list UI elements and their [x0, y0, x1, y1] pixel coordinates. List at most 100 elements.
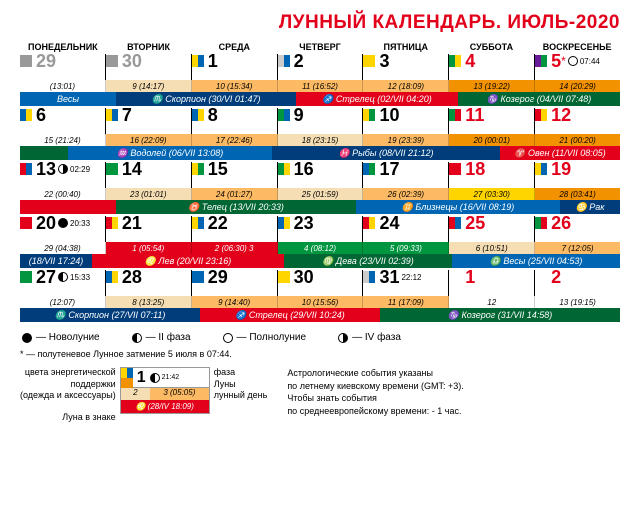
day-number: 23	[294, 214, 314, 232]
day-cell: 2	[535, 270, 620, 296]
day-number: 20	[36, 214, 56, 232]
lunar-day: 9 (14:40)	[192, 296, 278, 308]
zodiac-sign: Весы	[20, 92, 116, 106]
day-number: 22	[208, 214, 228, 232]
day-number: 25	[465, 214, 485, 232]
day-cell: 7	[106, 108, 192, 134]
day-cell: 28	[106, 270, 192, 296]
zodiac-sign: ♊ Близнецы (16/VII 08:19)	[356, 200, 560, 214]
day-number: 2	[551, 268, 561, 286]
weekday-label: СРЕДА	[191, 42, 277, 52]
day-cell: 19	[535, 162, 620, 188]
weekday-label: ВТОРНИК	[106, 42, 192, 52]
day-cell: 16	[278, 162, 364, 188]
lunar-day: 11 (16:52)	[278, 80, 364, 92]
weekday-label: СУББОТА	[449, 42, 535, 52]
day-cell: 22	[192, 216, 278, 242]
day-number: 15	[208, 160, 228, 178]
day-number: 29	[36, 52, 56, 70]
zodiac-sign: ♋ Рак	[560, 200, 620, 214]
lunar-day: 24 (01:27)	[192, 188, 278, 200]
day-cell: 5*07:44	[535, 54, 620, 80]
day-number: 1	[465, 268, 475, 286]
zodiac-row: ♉ Телец (13/VII 20:33)♊ Близнецы (16/VII…	[20, 200, 620, 214]
day-cell: 2020:33	[20, 216, 106, 242]
day-cell: 12	[535, 108, 620, 134]
day-cell: 6	[20, 108, 106, 134]
day-number: 5	[551, 52, 561, 70]
day-number: 27	[36, 268, 56, 286]
day-number: 17	[379, 160, 399, 178]
lunar-day: 19 (23:39)	[363, 134, 449, 146]
day-number: 11	[465, 106, 484, 124]
lunar-day: 22 (00:40)	[20, 188, 106, 200]
day-number: 6	[36, 106, 46, 124]
key-diagram: цвета энергетической поддержки (одежда и…	[20, 367, 267, 424]
day-number: 9	[294, 106, 304, 124]
day-cell: 2	[278, 54, 364, 80]
day-number: 30	[294, 268, 314, 286]
day-number: 28	[122, 268, 142, 286]
day-number: 31	[379, 268, 399, 286]
day-number: 30	[122, 52, 142, 70]
eclipse-note: * — полутеневое Лунное затмение 5 июля в…	[20, 349, 620, 359]
day-cell: 15	[192, 162, 278, 188]
lunar-day: 14 (20:29)	[535, 80, 620, 92]
day-number: 26	[551, 214, 571, 232]
day-number: 16	[294, 160, 314, 178]
day-cell: 17	[363, 162, 449, 188]
zodiac-row: (18/VII 17:24)♌ Лев (20/VII 23:16)♍ Дева…	[20, 254, 620, 268]
week-row: 678910111215 (21:24)16 (22:09)17 (22:46)…	[20, 108, 620, 160]
phase-legend-item: — IV фаза	[336, 332, 401, 343]
day-cell: 11	[449, 108, 535, 134]
lunar-day: 7 (12:05)	[535, 242, 620, 254]
day-number: 3	[379, 52, 389, 70]
lunar-day: (12:07)	[20, 296, 106, 308]
page-title: ЛУННЫЙ КАЛЕНДАРЬ. ИЮЛЬ-2020	[20, 12, 620, 34]
day-cell: 18	[449, 162, 535, 188]
zodiac-sign: ♑ Козерог (31/VII 14:58)	[380, 308, 620, 322]
lunar-day: 12 (18:09)	[363, 80, 449, 92]
day-cell: 29	[192, 270, 278, 296]
zodiac-sign: ♏ Скорпион (30/VI 01:47)	[116, 92, 296, 106]
day-cell: 10	[363, 108, 449, 134]
zodiac-sign: (18/VII 17:24)	[20, 254, 92, 268]
phase-legend-item: — Полнолуние	[221, 332, 307, 343]
timezone-info: Астрологические события указаны по летне…	[287, 367, 463, 424]
zodiac-sign: ♓ Рыбы (08/VII 21:12)	[272, 146, 500, 160]
zodiac-sign: ♌ Лев (20/VII 23:16)	[92, 254, 284, 268]
weekday-label: ПОНЕДЕЛЬНИК	[20, 42, 106, 52]
day-number: 14	[122, 160, 142, 178]
day-cell: 1302:29	[20, 162, 106, 188]
week-row: 2715:332829303122:1212(12:07)8 (13:25)9 …	[20, 270, 620, 322]
lunar-day: 6 (10:51)	[449, 242, 535, 254]
zodiac-sign: ♉ Телец (13/VII 20:33)	[116, 200, 356, 214]
lunar-day: 29 (04:38)	[20, 242, 106, 254]
lunar-day: 10 (15:34)	[192, 80, 278, 92]
day-cell: 3122:12	[363, 270, 449, 296]
day-cell: 29	[20, 54, 106, 80]
day-number: 8	[208, 106, 218, 124]
lunar-day: 1 (05:54)	[106, 242, 192, 254]
day-number: 24	[379, 214, 399, 232]
lunar-day: 21 (00:20)	[535, 134, 620, 146]
lunar-day: 26 (02:39)	[363, 188, 449, 200]
lunar-day: 2 (06:30) 3	[192, 242, 278, 254]
day-cell: 23	[278, 216, 364, 242]
lunar-day: 8 (13:25)	[106, 296, 192, 308]
day-cell: 4	[449, 54, 535, 80]
zodiac-row: Весы♏ Скорпион (30/VI 01:47)♐ Стрелец (0…	[20, 92, 620, 106]
day-cell: 25	[449, 216, 535, 242]
lunar-day: 18 (23:15)	[278, 134, 364, 146]
weekday-label: ВОСКРЕСЕНЬЕ	[534, 42, 620, 52]
lunar-day: 10 (15:56)	[278, 296, 364, 308]
phase-legend-item: — II фаза	[130, 332, 191, 343]
zodiac-row: ♏ Скорпион (27/VII 07:11)♐ Стрелец (29/V…	[20, 308, 620, 322]
day-cell: 3	[363, 54, 449, 80]
lunar-day: 11 (17:09)	[363, 296, 449, 308]
day-cell: 21	[106, 216, 192, 242]
zodiac-sign: ♒ Водолей (06/VII 13:08)	[68, 146, 272, 160]
zodiac-sign: ♎ Весы (25/VII 04:53)	[452, 254, 620, 268]
day-cell: 1	[449, 270, 535, 296]
lunar-day: 12	[449, 296, 535, 308]
